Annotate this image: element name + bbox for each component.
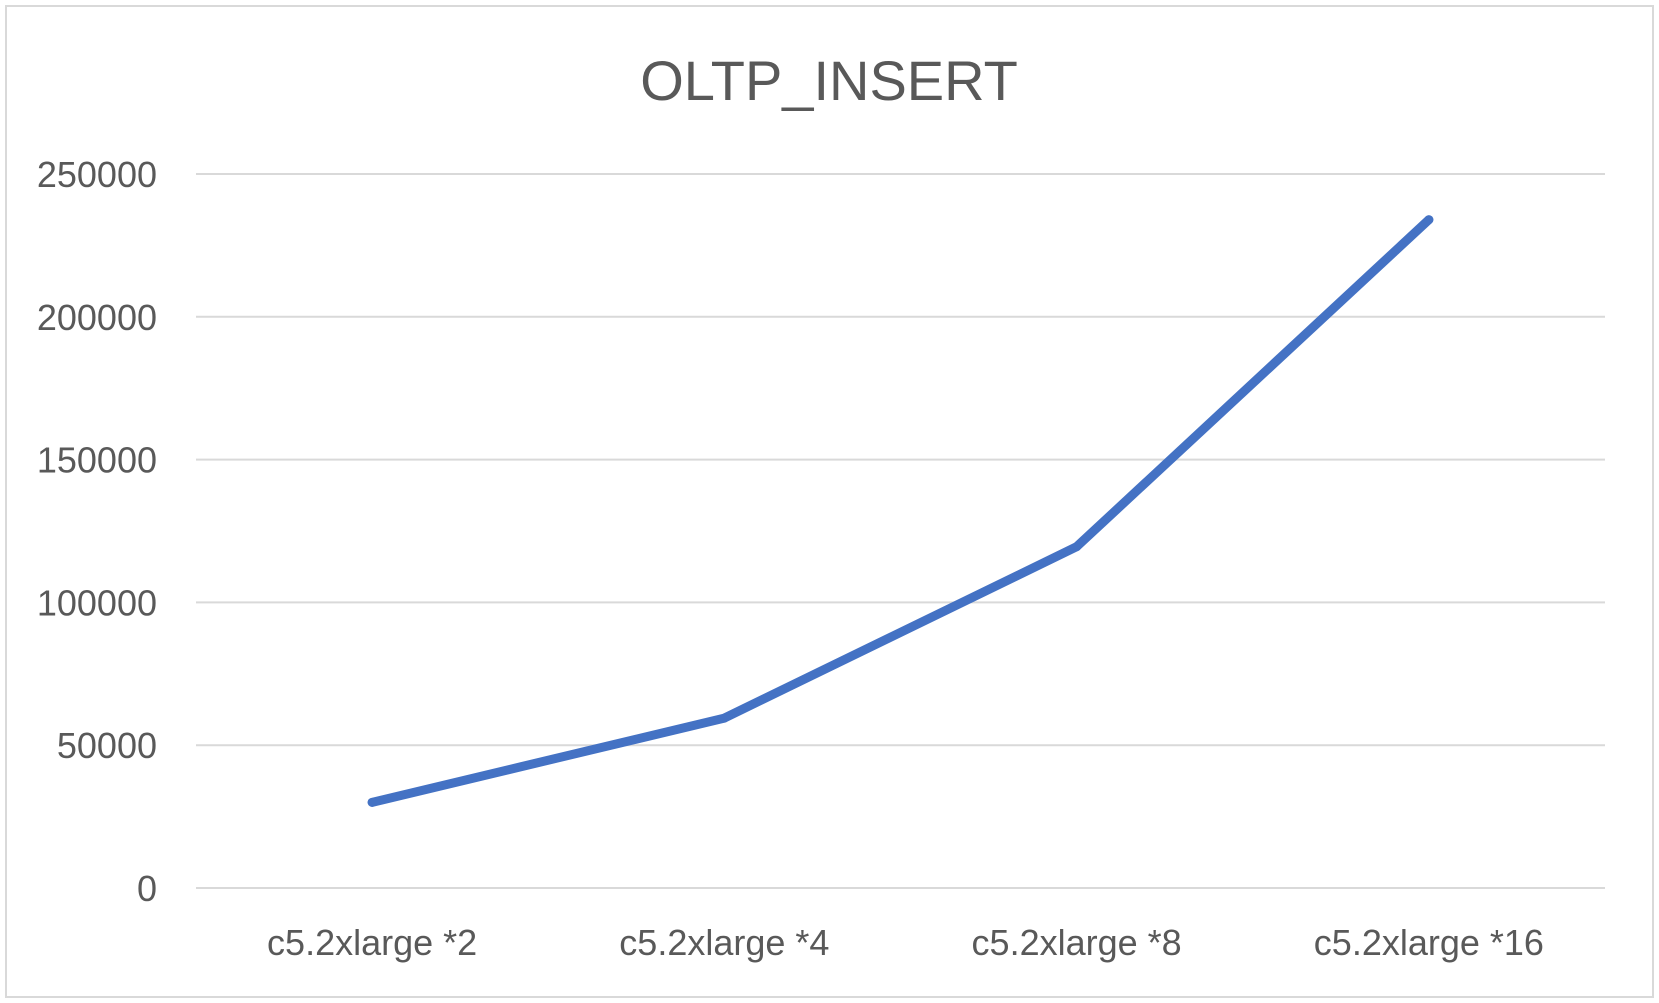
x-tick-label: c5.2xlarge *16 bbox=[1314, 922, 1544, 963]
y-tick-labels: 0 50000 100000 150000 200000 250000 bbox=[37, 154, 157, 909]
x-tick-labels: c5.2xlarge *2 c5.2xlarge *4 c5.2xlarge *8 c… bbox=[267, 922, 1544, 963]
data-point bbox=[719, 713, 729, 723]
data-point bbox=[1072, 542, 1082, 552]
y-tick-label: 0 bbox=[137, 868, 157, 909]
gridlines bbox=[196, 173, 1605, 889]
y-tick-label: 150000 bbox=[37, 440, 157, 481]
x-tick-label: c5.2xlarge *2 bbox=[267, 922, 477, 963]
y-tick-label: 100000 bbox=[37, 582, 157, 623]
data-point bbox=[1424, 215, 1434, 225]
y-tick-label: 50000 bbox=[57, 725, 157, 766]
y-tick-label: 200000 bbox=[37, 297, 157, 338]
chart-frame bbox=[5, 5, 1654, 998]
y-tick-label: 250000 bbox=[37, 154, 157, 195]
x-tick-label: c5.2xlarge *8 bbox=[972, 922, 1182, 963]
chart-title: OLTP_INSERT bbox=[640, 49, 1018, 112]
data-point bbox=[367, 797, 377, 807]
x-tick-label: c5.2xlarge *4 bbox=[619, 922, 829, 963]
series-line bbox=[367, 215, 1434, 807]
series-group bbox=[367, 215, 1434, 807]
